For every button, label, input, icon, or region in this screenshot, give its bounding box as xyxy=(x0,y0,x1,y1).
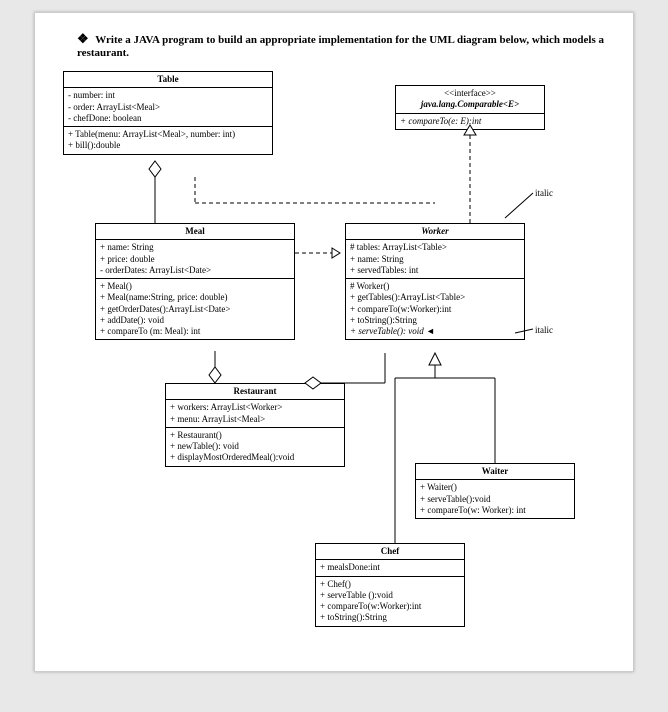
class-ops: + Waiter() + serveTable():void + compare… xyxy=(416,480,574,518)
uml-class-restaurant: Restaurant + workers: ArrayList<Worker> … xyxy=(165,383,345,467)
class-title: Chef xyxy=(316,544,464,560)
class-attrs: # tables: ArrayList<Table> + name: Strin… xyxy=(346,240,524,279)
op: + toString():String xyxy=(320,612,460,623)
attr: - chefDone: boolean xyxy=(68,113,268,124)
op: + compareTo(e: E):int xyxy=(400,116,540,127)
class-ops: + Meal() + Meal(name:String, price: doub… xyxy=(96,279,294,339)
attr: + servedTables: int xyxy=(350,265,520,276)
uml-class-worker: Worker # tables: ArrayList<Table> + name… xyxy=(345,223,525,340)
uml-class-chef: Chef + mealsDone:int + Chef() + serveTab… xyxy=(315,543,465,627)
diamond-icon xyxy=(209,367,221,383)
class-attrs: + mealsDone:int xyxy=(316,560,464,576)
attr: - order: ArrayList<Meal> xyxy=(68,102,268,113)
document-page: ❖ Write a JAVA program to build an appro… xyxy=(34,12,634,672)
class-attrs: + workers: ArrayList<Worker> + menu: Arr… xyxy=(166,400,344,428)
class-attrs: + name: String + price: double - orderDa… xyxy=(96,240,294,279)
op: + Table(menu: ArrayList<Meal>, number: i… xyxy=(68,129,268,140)
class-title: Meal xyxy=(96,224,294,240)
class-ops: + compareTo(e: E):int xyxy=(396,114,544,129)
op: # Worker() xyxy=(350,281,520,292)
uml-interface-comparable: <<interface>> java.lang.Comparable<E> + … xyxy=(395,85,545,130)
op: + compareTo (m: Meal): int xyxy=(100,326,290,337)
op: + Chef() xyxy=(320,579,460,590)
op: + serveTable():void xyxy=(420,494,570,505)
annotation-italic: italic xyxy=(535,188,553,198)
op: + newTable(): void xyxy=(170,441,340,452)
prompt-text: ❖ Write a JAVA program to build an appro… xyxy=(77,31,611,59)
triangle-icon xyxy=(429,353,441,365)
class-header: <<interface>> java.lang.Comparable<E> xyxy=(396,86,544,114)
attr: + name: String xyxy=(100,242,290,253)
class-attrs: - number: int - order: ArrayList<Meal> -… xyxy=(64,88,272,127)
op: + toString():String xyxy=(350,315,520,326)
op: + compareTo(w: Worker): int xyxy=(420,505,570,516)
class-title: Restaurant xyxy=(166,384,344,400)
attr: + price: double xyxy=(100,254,290,265)
attr: - number: int xyxy=(68,90,268,101)
uml-class-meal: Meal + name: String + price: double - or… xyxy=(95,223,295,340)
line xyxy=(505,193,533,218)
class-ops: + Chef() + serveTable ():void + compareT… xyxy=(316,577,464,626)
attr: + workers: ArrayList<Worker> xyxy=(170,402,340,413)
op: + Meal(name:String, price: double) xyxy=(100,292,290,303)
class-ops: + Table(menu: ArrayList<Meal>, number: i… xyxy=(64,127,272,154)
class-title: Worker xyxy=(346,224,524,240)
op: + compareTo(w:Worker):int xyxy=(350,304,520,315)
bullet-icon: ❖ xyxy=(77,31,89,46)
class-ops: + Restaurant() + newTable(): void + disp… xyxy=(166,428,344,466)
class-ops: # Worker() + getTables():ArrayList<Table… xyxy=(346,279,524,339)
stereotype: <<interface>> xyxy=(400,88,540,99)
op: + getOrderDates():ArrayList<Date> xyxy=(100,304,290,315)
prompt-body: Write a JAVA program to build an appropr… xyxy=(77,34,604,59)
arrow-icon xyxy=(332,248,340,258)
op: + compareTo(w:Worker):int xyxy=(320,601,460,612)
op: + serveTable ():void xyxy=(320,590,460,601)
uml-class-waiter: Waiter + Waiter() + serveTable():void + … xyxy=(415,463,575,519)
op: + displayMostOrderedMeal():void xyxy=(170,452,340,463)
attr: + mealsDone:int xyxy=(320,562,460,573)
diamond-icon xyxy=(149,161,161,177)
op: + Restaurant() xyxy=(170,430,340,441)
attr: + name: String xyxy=(350,254,520,265)
attr: + menu: ArrayList<Meal> xyxy=(170,414,340,425)
class-title: Waiter xyxy=(416,464,574,480)
op: + Meal() xyxy=(100,281,290,292)
annotation-italic: italic xyxy=(535,325,553,335)
op: + Waiter() xyxy=(420,482,570,493)
op: + getTables():ArrayList<Table> xyxy=(350,292,520,303)
class-title: Table xyxy=(64,72,272,88)
op: + serveTable(): void ◄ xyxy=(350,326,520,337)
op: + bill():double xyxy=(68,140,268,151)
class-title: java.lang.Comparable<E> xyxy=(400,99,540,110)
attr: - orderDates: ArrayList<Date> xyxy=(100,265,290,276)
attr: # tables: ArrayList<Table> xyxy=(350,242,520,253)
op: + addDate(): void xyxy=(100,315,290,326)
uml-class-table: Table - number: int - order: ArrayList<M… xyxy=(63,71,273,155)
